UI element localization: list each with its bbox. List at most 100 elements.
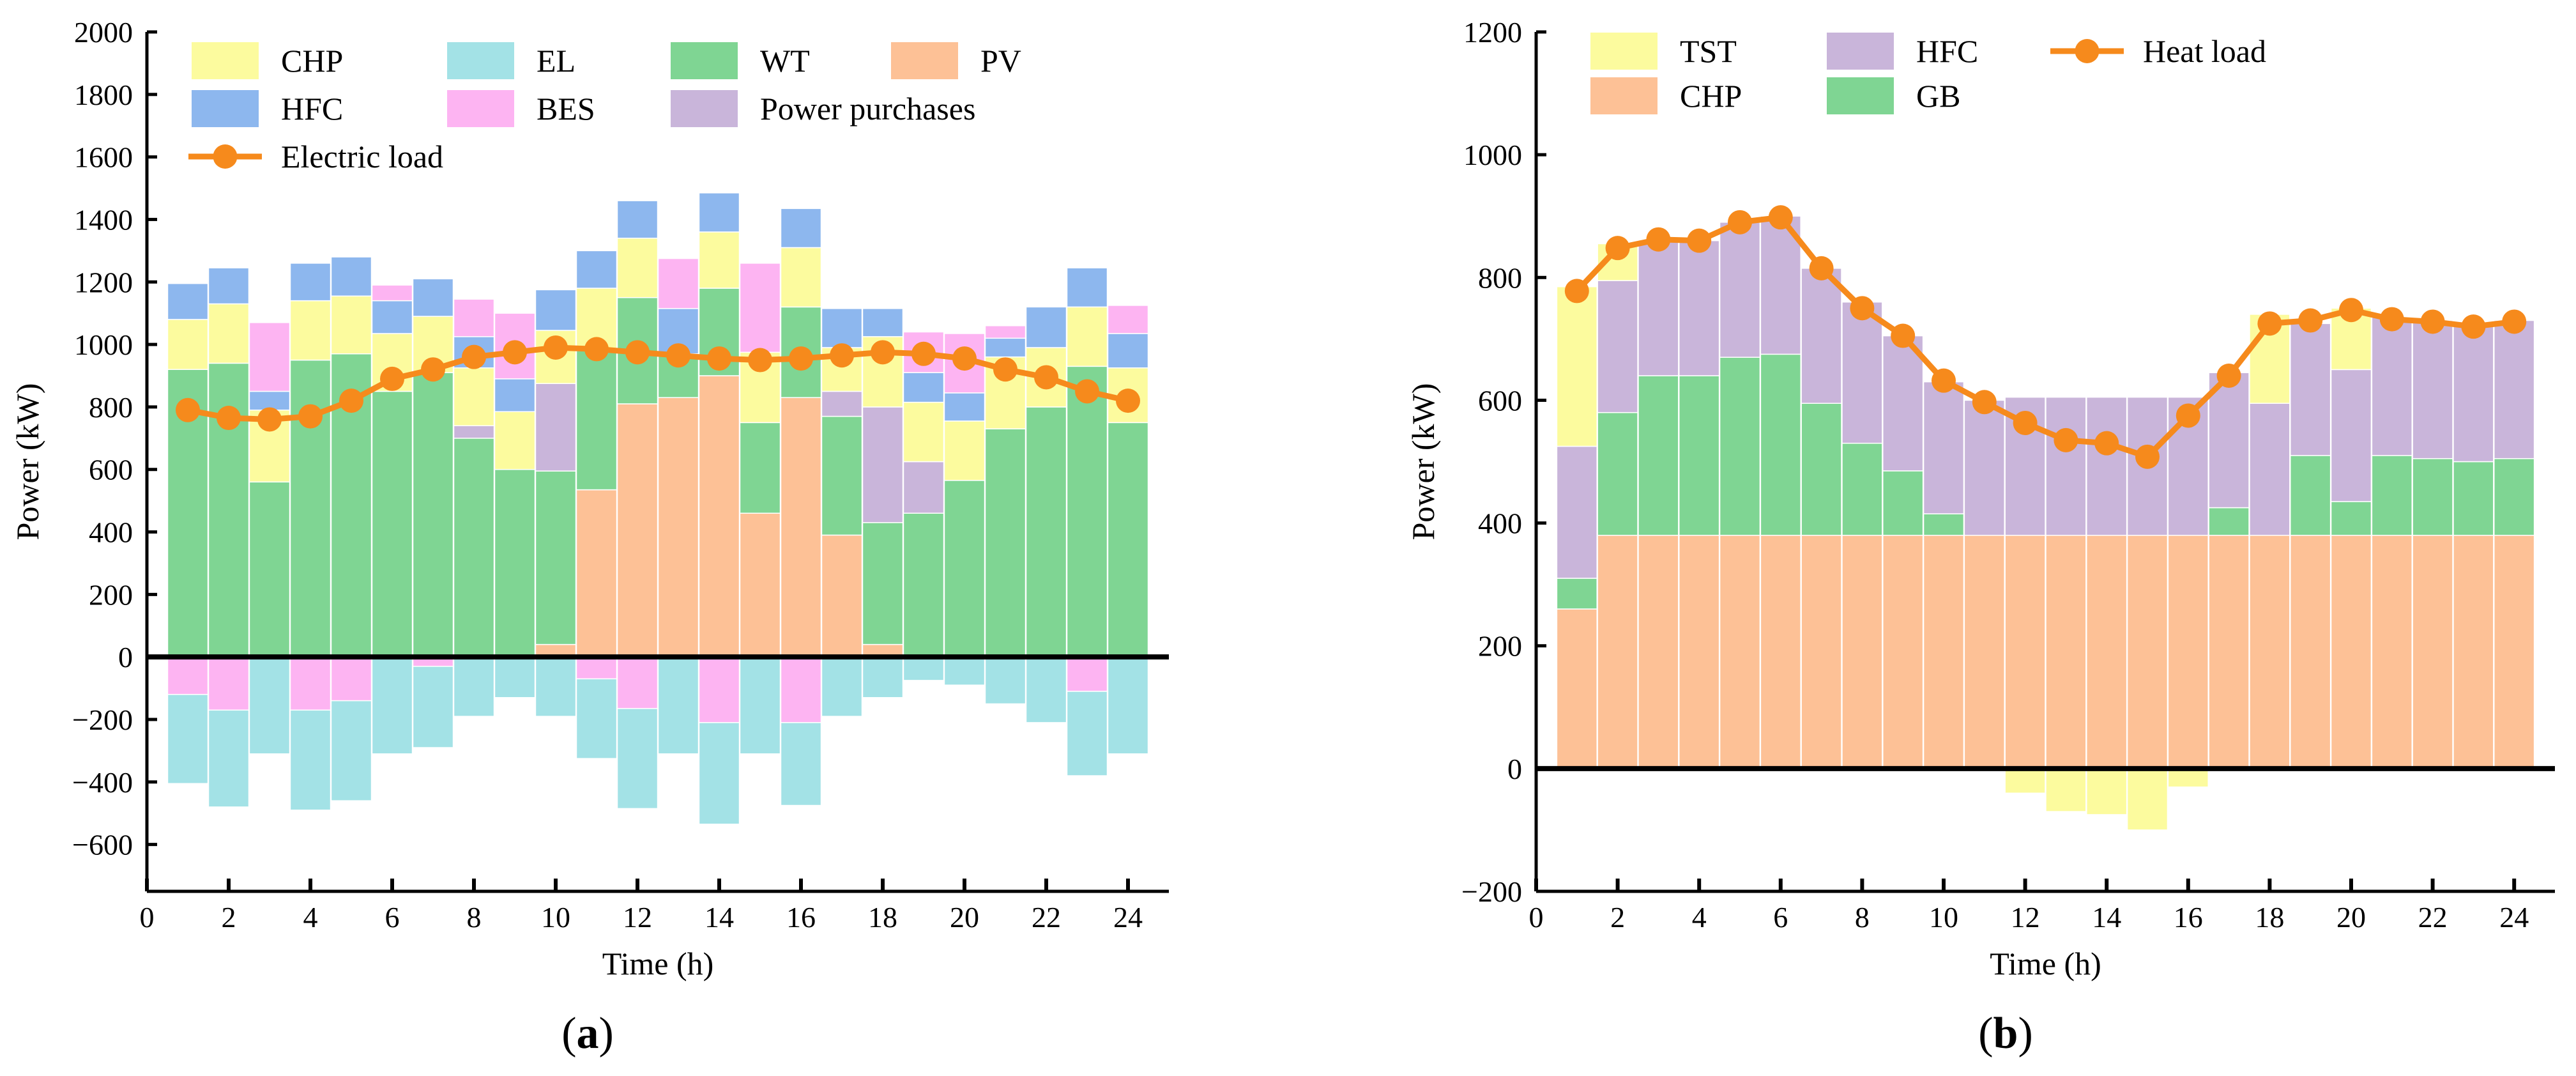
bar-gb-h24 (2494, 457, 2535, 536)
bar-neg-el-h16 (780, 722, 822, 806)
load-point-h8 (1850, 296, 1875, 321)
y-tick-label: 1000 (1463, 139, 1522, 171)
bar-chp-h5 (330, 295, 372, 355)
panel-a-axes: −600−400−2000200400600800100012001400160… (72, 16, 1169, 934)
bar-pv-h17 (821, 534, 863, 657)
bar-pv-h11 (575, 489, 618, 657)
bar-hfc-h7 (1801, 268, 1842, 404)
bar-neg-tst-h13 (2045, 768, 2087, 812)
bar-chp-h13 (2045, 535, 2087, 769)
panel-a-legend: CHP EL WT PV HFC BES Power purchases Electric l… (188, 42, 1021, 174)
x-tick-label: 16 (786, 901, 816, 934)
bar-pv-h13 (657, 397, 699, 657)
legend-label-chp: CHP (1680, 78, 1742, 114)
bar-gb-h3 (1638, 375, 1679, 536)
load-point-h22 (1034, 365, 1058, 390)
legend-swatch-power-purchases (671, 90, 738, 127)
bar-gb-h7 (1801, 403, 1842, 536)
bar-hfc-h10 (535, 289, 577, 331)
bar-chp-h9 (494, 411, 536, 470)
load-point-h6 (380, 366, 404, 391)
bar-wt-h15 (739, 422, 781, 514)
legend-label-hfc: HFC (1916, 33, 1978, 69)
y-tick-label: 2000 (74, 16, 133, 49)
legend-label-gb: GB (1916, 78, 1960, 114)
bar-wt-h19 (903, 512, 945, 657)
bar-gb-h4 (1679, 375, 1720, 536)
y-tick-label: 1400 (74, 203, 133, 236)
bar-neg-bes-h2 (208, 656, 250, 711)
panel-b-y-axis-label: Power (kW) (1405, 383, 1441, 541)
load-point-h11 (1972, 390, 1997, 415)
y-tick-label: 0 (1507, 753, 1522, 785)
x-tick-label: 0 (140, 901, 155, 934)
bar-neg-el-h17 (821, 656, 863, 717)
bar-hfc-h10 (1923, 381, 1965, 514)
load-point-h7 (1809, 256, 1834, 281)
bar-neg-el-h4 (289, 709, 332, 811)
bar-chp-h17 (2208, 535, 2250, 769)
load-point-h4 (298, 404, 323, 429)
bar-neg-bes-h16 (780, 656, 822, 723)
bar-gb-h23 (2453, 461, 2494, 536)
bar-chp-h14 (2086, 535, 2128, 769)
bar-neg-el-h13 (657, 656, 699, 755)
bar-wt-h23 (1066, 365, 1108, 657)
bar-bes-h15 (739, 263, 781, 353)
bar-chp-h11 (1963, 535, 2005, 769)
bar-hfc-h24 (1107, 333, 1149, 369)
y-tick-label: 1800 (74, 79, 133, 111)
bar-chp-h21 (2371, 535, 2412, 769)
bar-chp-h1 (167, 319, 209, 370)
load-point-h16 (789, 346, 813, 371)
y-tick-label: −400 (72, 766, 133, 799)
bar-power-purchases-h19 (903, 461, 945, 514)
bar-hfc-h9 (494, 378, 536, 412)
bar-chp-h1 (1556, 608, 1597, 769)
y-tick-label: 0 (118, 641, 133, 673)
load-point-h17 (830, 343, 854, 368)
x-tick-label: 22 (2418, 901, 2448, 934)
bar-hfc-h4 (289, 263, 332, 302)
panel-a-y-axis-label: Power (kW) (10, 383, 45, 541)
legend-label-bes: BES (537, 91, 595, 127)
bar-bes-h3 (248, 322, 291, 392)
bar-wt-h8 (453, 438, 495, 657)
x-tick-label: 16 (2174, 901, 2203, 934)
legend-label-hfc: HFC (281, 91, 343, 127)
bar-neg-bes-h12 (616, 656, 659, 709)
load-point-h20 (952, 346, 977, 371)
bar-chp-h14 (698, 231, 740, 289)
bar-hfc-h18 (2249, 403, 2290, 536)
bar-neg-bes-h14 (698, 656, 740, 723)
bar-neg-bes-h23 (1066, 656, 1108, 692)
x-tick-label: 6 (1773, 901, 1788, 934)
bar-wt-h3 (248, 481, 291, 657)
load-point-h10 (544, 335, 568, 360)
bar-neg-el-h9 (494, 656, 536, 698)
bar-hfc-h6 (371, 300, 413, 334)
bar-hfc-h4 (1679, 240, 1720, 376)
y-tick-label: 1600 (74, 141, 133, 174)
bar-neg-el-h24 (1107, 656, 1149, 755)
bar-power-purchases-h18 (862, 406, 904, 523)
load-point-h2 (217, 406, 241, 431)
legend-label-heat-load: Heat load (2143, 33, 2266, 69)
bar-neg-el-h18 (862, 656, 904, 698)
x-tick-label: 18 (868, 901, 897, 934)
bar-tst-h1 (1556, 286, 1597, 447)
bar-wt-h11 (575, 350, 618, 491)
y-tick-label: 1000 (74, 328, 133, 361)
bar-chp-h9 (1882, 535, 1924, 769)
bar-hfc-h23 (1066, 267, 1108, 308)
bar-chp-h2 (208, 303, 250, 364)
bar-neg-el-h22 (1025, 656, 1067, 723)
legend-swatch-hfc (192, 90, 259, 127)
bar-bes-h13 (657, 257, 699, 309)
bar-wt-h6 (371, 390, 413, 657)
panel-a-chart: −600−400−2000200400600800100012001400160… (10, 16, 1169, 1058)
y-tick-label: 400 (1478, 507, 1522, 540)
load-point-h13 (666, 343, 690, 368)
bar-hfc-h14 (698, 192, 740, 233)
load-point-h15 (748, 348, 772, 373)
